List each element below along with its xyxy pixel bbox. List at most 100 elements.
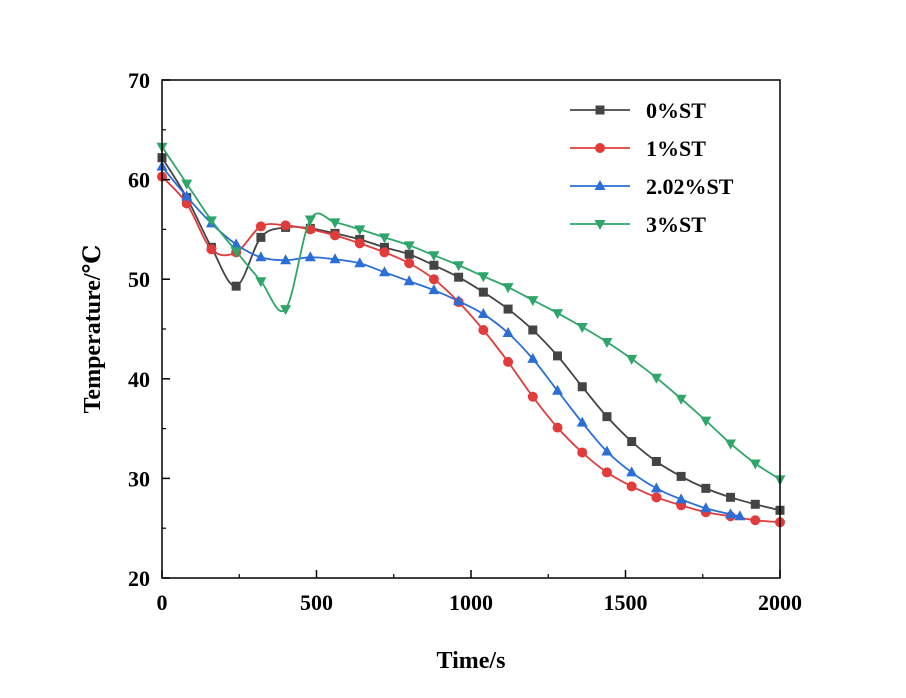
data-point-3-st: [255, 277, 267, 288]
data-point-2-02-st: [354, 257, 366, 268]
y-tick-label: 60: [128, 168, 150, 193]
y-tick-label: 70: [128, 68, 150, 93]
data-point-0-st: [676, 471, 686, 481]
data-point-2-02-st: [552, 384, 564, 395]
data-point-1-st: [577, 447, 588, 458]
data-point-1-st: [626, 481, 637, 492]
data-point-2-02-st: [700, 502, 712, 513]
data-point-2-02-st: [601, 445, 613, 456]
data-point-0-st: [429, 260, 439, 270]
data-point-2-02-st: [477, 308, 489, 319]
data-point-2-02-st: [403, 275, 415, 286]
data-point-3-st: [181, 179, 193, 190]
data-point-0-st: [231, 281, 241, 291]
series-1-st: [157, 171, 785, 528]
data-point-2-02-st: [428, 284, 440, 295]
data-point-2-02-st: [280, 254, 292, 265]
data-point-3-st: [650, 373, 662, 384]
data-point-3-st: [205, 216, 217, 227]
legend-marker-2-02-st: [594, 180, 606, 190]
data-point-1-st: [255, 221, 266, 232]
data-point-3-st: [601, 337, 613, 348]
data-point-0-st: [454, 272, 464, 282]
data-point-1-st: [379, 247, 390, 258]
x-axis-title: Time/s: [437, 648, 506, 674]
y-axis-title: Temperature/℃: [80, 245, 106, 414]
data-point-0-st: [602, 412, 612, 422]
data-point-2-02-st: [181, 190, 193, 201]
data-point-2-02-st: [626, 466, 638, 477]
plot-series-group: [156, 142, 786, 528]
series-2-02-st: [156, 160, 746, 521]
data-point-2-02-st: [304, 251, 316, 262]
x-tick-label: 2000: [758, 590, 802, 615]
data-point-1-st: [354, 238, 365, 249]
series-0-st: [157, 153, 785, 515]
data-point-2-02-st: [255, 251, 267, 262]
y-tick-label: 20: [128, 566, 150, 591]
data-point-0-st: [404, 249, 414, 259]
data-point-3-st: [304, 215, 316, 226]
data-point-1-st: [330, 230, 341, 241]
x-tick-label: 0: [157, 590, 168, 615]
legend-label-2-02-st: 2.02%ST: [646, 174, 734, 199]
data-point-0-st: [478, 287, 488, 297]
data-point-3-st: [280, 305, 292, 316]
data-point-2-02-st: [230, 238, 242, 249]
data-point-2-02-st: [329, 253, 341, 264]
data-point-0-st: [726, 492, 736, 502]
series-3-st: [156, 142, 786, 486]
data-point-2-02-st: [378, 266, 390, 277]
legend-label-1-st: 1%ST: [646, 136, 706, 161]
data-point-0-st: [627, 437, 637, 447]
data-point-1-st: [601, 467, 612, 478]
data-point-3-st: [403, 241, 415, 252]
legend-label-3-st: 3%ST: [646, 212, 706, 237]
x-tick-label: 500: [300, 590, 333, 615]
data-point-3-st: [428, 251, 440, 262]
data-point-2-02-st: [650, 482, 662, 493]
data-point-2-02-st: [725, 508, 737, 519]
data-point-3-st: [700, 416, 712, 427]
data-point-0-st: [553, 351, 563, 361]
data-point-1-st: [428, 274, 439, 285]
data-point-0-st: [256, 232, 266, 242]
data-point-2-02-st: [675, 493, 687, 504]
data-point-1-st: [651, 492, 662, 503]
y-tick-label: 30: [128, 466, 150, 491]
data-point-3-st: [502, 283, 514, 294]
data-point-1-st: [552, 422, 563, 433]
legend-marker-3-st: [594, 220, 606, 230]
data-point-3-st: [576, 323, 588, 334]
data-point-2-02-st: [734, 510, 746, 521]
data-point-3-st: [725, 439, 737, 450]
data-point-3-st: [453, 261, 465, 272]
data-point-3-st: [749, 459, 761, 470]
data-point-1-st: [478, 324, 489, 335]
data-point-3-st: [626, 354, 638, 365]
series-line-0-st: [161, 157, 781, 512]
legend-label-0-st: 0%ST: [646, 98, 706, 123]
data-point-0-st: [528, 325, 538, 335]
data-point-1-st: [503, 356, 514, 367]
x-tick-label: 1500: [604, 590, 648, 615]
data-point-1-st: [527, 391, 538, 402]
data-point-1-st: [206, 244, 217, 255]
data-point-2-02-st: [453, 295, 465, 306]
data-point-2-02-st: [576, 416, 588, 427]
data-point-3-st: [527, 296, 539, 307]
data-point-3-st: [329, 218, 341, 229]
data-point-1-st: [750, 515, 761, 526]
data-point-0-st: [503, 304, 513, 314]
data-point-0-st: [701, 483, 711, 493]
data-point-0-st: [651, 456, 661, 466]
data-point-1-st: [280, 220, 291, 231]
legend-marker-0-st: [595, 105, 605, 115]
data-point-3-st: [552, 309, 564, 320]
axes-group: 0 500 1000 1500 2000 20 30 40 50 60 70: [128, 68, 802, 615]
data-point-0-st: [750, 499, 760, 509]
data-point-3-st: [675, 394, 687, 405]
data-point-1-st: [404, 258, 415, 269]
